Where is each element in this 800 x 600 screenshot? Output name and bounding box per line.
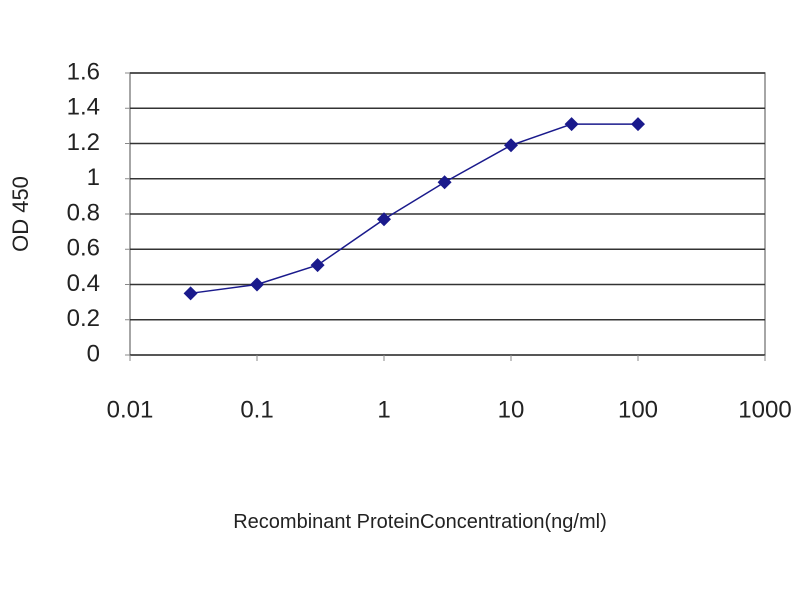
data-line xyxy=(190,123,638,295)
y-tick-label: 0.2 xyxy=(67,305,100,332)
data-point xyxy=(504,138,518,153)
data-point xyxy=(564,117,579,132)
x-tick-label: 1 xyxy=(377,396,390,423)
data-point xyxy=(183,286,198,301)
y-axis-label: OD 450 xyxy=(8,176,33,252)
data-point xyxy=(377,212,391,227)
x-tick-label: 0.1 xyxy=(240,396,273,423)
data-point xyxy=(631,117,645,132)
data-point xyxy=(437,175,452,190)
data-point xyxy=(250,277,264,292)
x-tick-label: 1000 xyxy=(738,396,791,423)
x-tick-label: 100 xyxy=(618,396,658,423)
data-point xyxy=(310,258,325,273)
x-axis-label: Recombinant ProteinConcentration(ng/ml) xyxy=(233,511,607,533)
y-tick-label: 0.6 xyxy=(67,235,100,262)
y-tick-label: 1.2 xyxy=(67,129,100,156)
y-tick-label: 1.6 xyxy=(67,58,100,85)
y-tick-label: 0.4 xyxy=(67,270,100,297)
x-tick-label: 10 xyxy=(498,396,525,423)
x-tick-label: 0.01 xyxy=(107,396,154,423)
y-tick-label: 1 xyxy=(87,164,100,191)
y-tick-label: 0.8 xyxy=(67,199,100,226)
y-tick-label: 0 xyxy=(87,340,100,367)
y-tick-label: 1.4 xyxy=(67,94,100,121)
